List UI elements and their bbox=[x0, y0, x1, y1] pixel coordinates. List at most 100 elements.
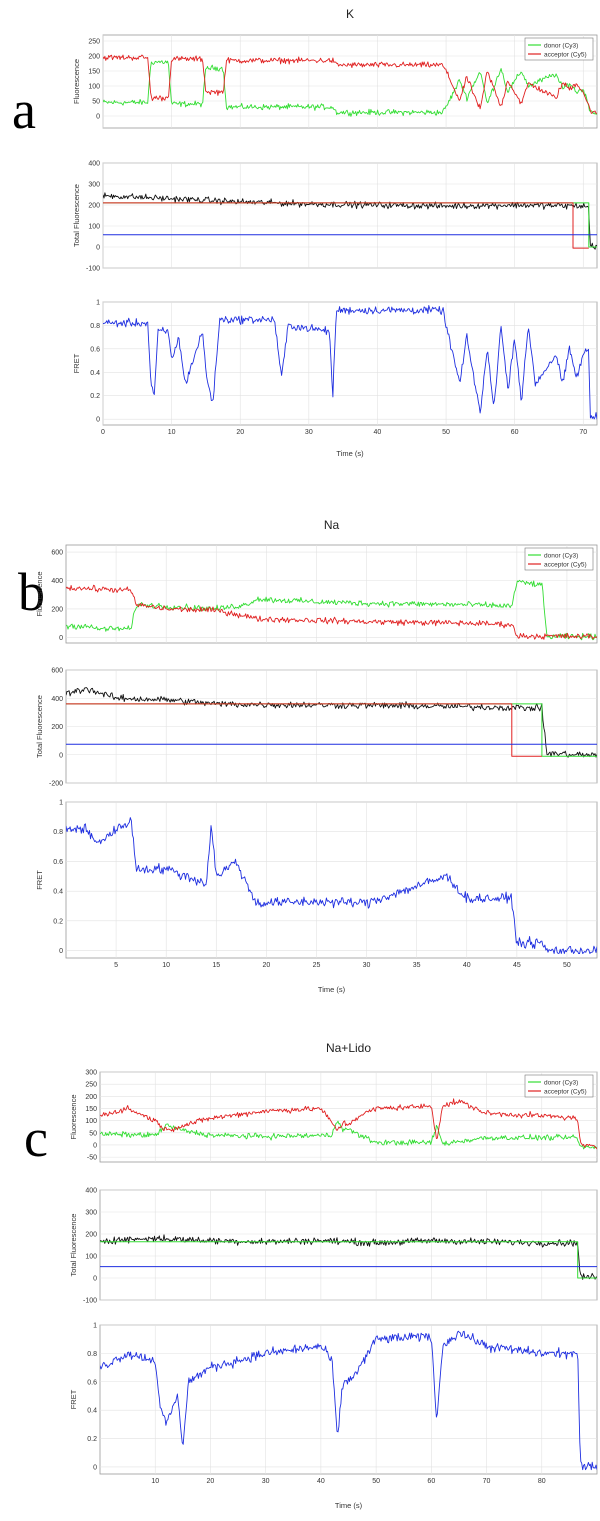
y-axis-label: Total Fluorescence bbox=[35, 695, 44, 758]
series-total bbox=[66, 687, 597, 758]
panel-title: K bbox=[346, 7, 354, 21]
legend: donor (Cy3) acceptor (Cy5) bbox=[524, 37, 594, 61]
series-fret bbox=[103, 305, 597, 420]
y-axis-label: FRET bbox=[35, 870, 44, 890]
y-tick-label: 50 bbox=[89, 1130, 97, 1137]
series-fret bbox=[100, 1330, 597, 1471]
y-tick-label: 100 bbox=[85, 1118, 97, 1125]
plot-area bbox=[66, 817, 597, 954]
axes-frame bbox=[99, 1189, 598, 1301]
x-tick-label: 35 bbox=[413, 962, 421, 969]
x-tick-label: 0 bbox=[101, 429, 105, 436]
x-axis-label: Time (s) bbox=[335, 1501, 363, 1510]
y-tick-label: 0 bbox=[93, 1276, 97, 1283]
x-tick-label: 80 bbox=[538, 1478, 546, 1485]
y-tick-label: 150 bbox=[88, 69, 100, 76]
subplot-total: -100 0 100 200 300 400 Total Fluorescence bbox=[69, 1188, 598, 1305]
y-tick-label: 0.6 bbox=[90, 346, 100, 353]
x-axis-label: Time (s) bbox=[318, 985, 346, 994]
y-tick-label: 250 bbox=[85, 1082, 97, 1089]
y-tick-label: 150 bbox=[85, 1106, 97, 1113]
x-tick-label: 70 bbox=[483, 1478, 491, 1485]
y-tick-label: 0.8 bbox=[90, 323, 100, 330]
axes-frame bbox=[65, 544, 598, 644]
axes-frame bbox=[99, 1324, 598, 1475]
series-donor-cy3 bbox=[103, 60, 597, 117]
y-tick-label: 1 bbox=[96, 300, 100, 307]
x-tick-label: 10 bbox=[151, 1478, 159, 1485]
y-axis-label: FRET bbox=[69, 1389, 78, 1409]
y-tick-label: 0 bbox=[59, 635, 63, 642]
panel-title: Na bbox=[324, 518, 340, 532]
x-tick-label: 50 bbox=[442, 429, 450, 436]
panel-label: a bbox=[12, 80, 36, 140]
y-tick-label: 0.4 bbox=[53, 889, 63, 896]
series-donor-cy3 bbox=[100, 1120, 597, 1150]
y-tick-label: 0 bbox=[93, 1464, 97, 1471]
plot-area bbox=[100, 1234, 597, 1280]
legend-box bbox=[524, 37, 594, 61]
y-tick-label: 1 bbox=[59, 800, 63, 807]
x-tick-label: 50 bbox=[372, 1478, 380, 1485]
x-tick-label: 70 bbox=[579, 429, 587, 436]
plot-area bbox=[103, 192, 597, 250]
x-tick-label: 60 bbox=[427, 1478, 435, 1485]
y-tick-label: 100 bbox=[88, 84, 100, 91]
y-tick-label: -50 bbox=[87, 1155, 97, 1162]
panel-title: Na+Lido bbox=[326, 1041, 371, 1055]
y-tick-label: 250 bbox=[88, 39, 100, 46]
series-acceptor-cy5 bbox=[103, 54, 597, 114]
x-tick-label: 10 bbox=[168, 429, 176, 436]
x-tick-label: 30 bbox=[363, 962, 371, 969]
y-tick-label: 100 bbox=[85, 1254, 97, 1261]
series-acceptor-cy5 bbox=[66, 584, 597, 640]
plot-area bbox=[100, 1330, 597, 1471]
y-tick-label: 200 bbox=[51, 724, 63, 731]
plot-area bbox=[66, 687, 597, 758]
y-tick-label: 0.6 bbox=[87, 1379, 97, 1386]
y-tick-label: 0 bbox=[96, 245, 100, 252]
series-acceptor-step bbox=[66, 703, 542, 757]
legend-entry: donor (Cy3) bbox=[544, 1079, 578, 1086]
y-tick-label: 0.4 bbox=[87, 1408, 97, 1415]
y-tick-label: 200 bbox=[85, 1094, 97, 1101]
y-axis-label: Fluorescence bbox=[72, 59, 81, 104]
y-tick-label: 50 bbox=[92, 99, 100, 106]
panel-label: b bbox=[18, 562, 45, 622]
y-tick-label: 0.8 bbox=[87, 1351, 97, 1358]
x-tick-label: 15 bbox=[212, 962, 220, 969]
legend-entry: donor (Cy3) bbox=[544, 42, 578, 49]
x-tick-label: 50 bbox=[563, 962, 571, 969]
y-tick-label: 200 bbox=[85, 1232, 97, 1239]
y-tick-label: 400 bbox=[51, 578, 63, 585]
y-tick-label: 600 bbox=[51, 668, 63, 675]
subplot-fluorescence: 0 50 100 150 200 250 Fluorescence donor (Cy3) ac… bbox=[72, 34, 598, 129]
y-axis-label: FRET bbox=[72, 353, 81, 373]
y-tick-label: 400 bbox=[88, 161, 100, 168]
series-total bbox=[103, 192, 597, 250]
y-tick-label: 300 bbox=[85, 1210, 97, 1217]
x-axis-label: Time (s) bbox=[336, 449, 364, 458]
x-tick-label: 5 bbox=[114, 962, 118, 969]
plot-area bbox=[103, 54, 597, 117]
y-tick-label: 0 bbox=[93, 1142, 97, 1149]
x-tick-label: 20 bbox=[207, 1478, 215, 1485]
axes-frame bbox=[99, 1071, 598, 1163]
subplot-fluorescence: -50 0 50 100 150 200 250 300 Fluorescence donor (… bbox=[69, 1070, 598, 1163]
legend-entry: acceptor (Cy5) bbox=[544, 51, 587, 58]
legend: donor (Cy3) acceptor (Cy5) bbox=[524, 547, 594, 571]
subplot-total: -100 0 100 200 300 400 Total Fluorescence bbox=[72, 161, 598, 273]
y-tick-label: 400 bbox=[51, 696, 63, 703]
y-axis-label: Total Fluorescence bbox=[72, 184, 81, 247]
x-tick-label: 25 bbox=[313, 962, 321, 969]
y-tick-label: 0 bbox=[59, 948, 63, 955]
y-tick-label: 0 bbox=[59, 752, 63, 759]
y-tick-label: 200 bbox=[51, 606, 63, 613]
legend-entry: donor (Cy3) bbox=[544, 552, 578, 559]
y-tick-label: 0.4 bbox=[90, 370, 100, 377]
subplot-fluorescence: 0 200 400 600 Fluorescence donor (Cy3) accepto… bbox=[35, 544, 598, 644]
y-tick-label: 200 bbox=[88, 54, 100, 61]
y-axis-label: Total Fluorescence bbox=[69, 1214, 78, 1277]
